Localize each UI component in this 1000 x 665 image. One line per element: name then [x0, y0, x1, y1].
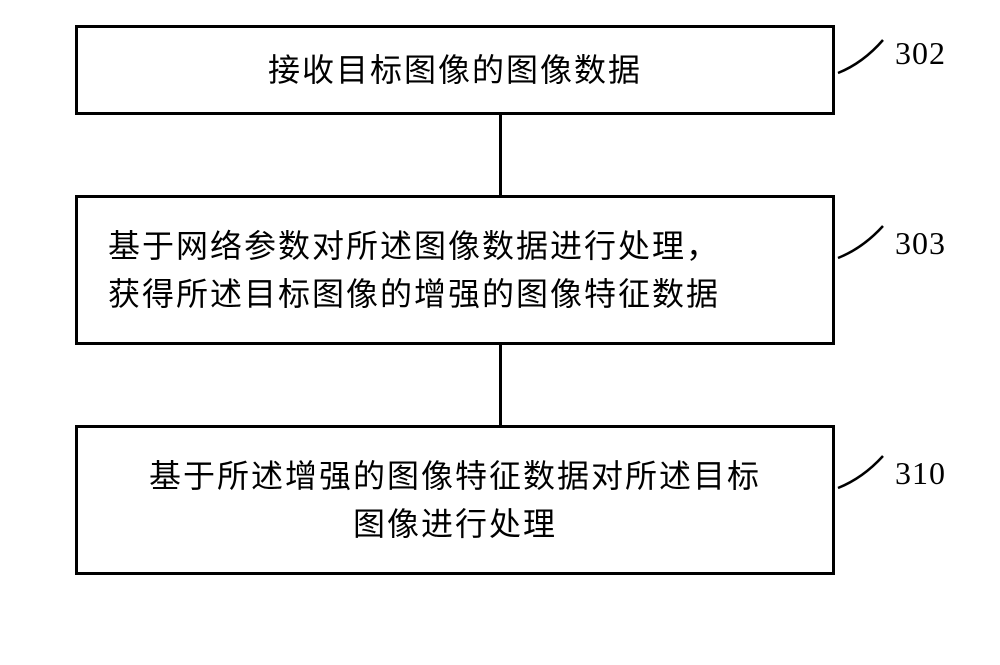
connector-1	[499, 115, 502, 195]
step-box-310: 基于所述增强的图像特征数据对所述目标 图像进行处理	[75, 425, 835, 575]
connector-2	[499, 345, 502, 425]
step-text-310-line2: 图像进行处理	[353, 506, 557, 542]
step-label-303: 303	[895, 225, 946, 262]
callout-line-302	[838, 28, 898, 118]
step-text-310: 基于所述增强的图像特征数据对所述目标 图像进行处理	[78, 452, 832, 548]
step-text-303-line1: 基于网络参数对所述图像数据进行处理，	[108, 228, 720, 264]
flowchart-container: 接收目标图像的图像数据 基于网络参数对所述图像数据进行处理， 获得所述目标图像的…	[75, 25, 925, 575]
step-label-310: 310	[895, 455, 946, 492]
step-box-303: 基于网络参数对所述图像数据进行处理， 获得所述目标图像的增强的图像特征数据	[75, 195, 835, 345]
callout-line-310	[838, 428, 898, 578]
step-text-310-line1: 基于所述增强的图像特征数据对所述目标	[149, 458, 761, 494]
step-text-302: 接收目标图像的图像数据	[238, 46, 672, 94]
step-label-302: 302	[895, 35, 946, 72]
callout-line-303	[838, 198, 898, 348]
step-text-303-line2: 获得所述目标图像的增强的图像特征数据	[108, 276, 720, 312]
step-box-302: 接收目标图像的图像数据	[75, 25, 835, 115]
step-text-303: 基于网络参数对所述图像数据进行处理， 获得所述目标图像的增强的图像特征数据	[78, 222, 832, 318]
